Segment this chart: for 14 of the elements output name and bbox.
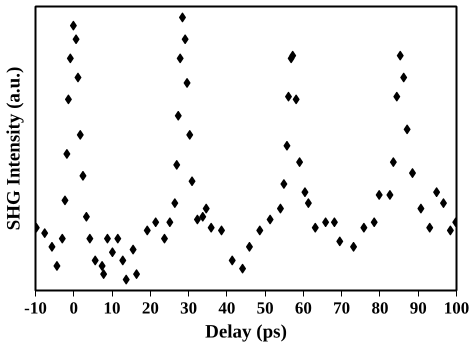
x-tick-label: 0 (70, 298, 78, 318)
x-tick-label: -10 (24, 298, 47, 318)
x-tick-label: 70 (333, 298, 350, 318)
x-tick-label: 60 (294, 298, 312, 318)
x-tick-label: 80 (371, 298, 388, 318)
x-tick-label: 20 (142, 298, 159, 318)
x-tick-label: 40 (218, 298, 236, 318)
x-tick-label: 90 (410, 298, 427, 318)
x-tick-label: 100 (444, 298, 470, 318)
x-tick-label: 50 (256, 298, 274, 318)
x-tick-label: 30 (180, 298, 198, 318)
x-axis-title: Delay (ps) (205, 322, 287, 342)
y-axis-title: SHG Intensity (a.u.) (4, 66, 24, 230)
x-tick-label: 10 (104, 298, 121, 318)
